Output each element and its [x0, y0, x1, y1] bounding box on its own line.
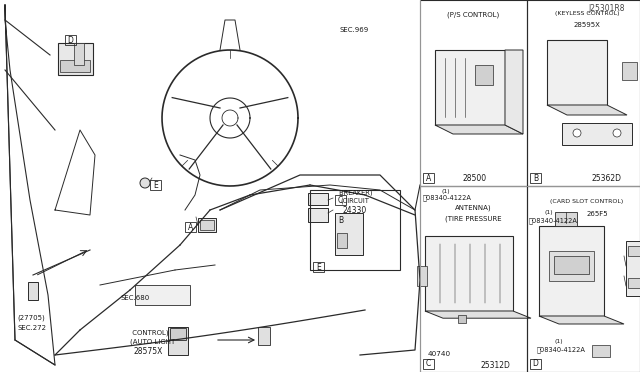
Bar [420, 186, 527, 372]
Bar [547, 40, 607, 105]
Text: Ⓢ08340-4122A: Ⓢ08340-4122A [423, 195, 472, 201]
Text: E: E [153, 180, 158, 189]
Text: B: B [338, 215, 343, 224]
Text: BREAKER): BREAKER) [337, 190, 372, 196]
Text: (1): (1) [555, 339, 564, 343]
Bar [539, 226, 604, 316]
Polygon shape [505, 50, 523, 134]
Bar [626, 241, 640, 296]
Bar [198, 218, 216, 232]
Text: SEC.272: SEC.272 [17, 325, 46, 331]
Polygon shape [539, 316, 624, 324]
Bar [337, 233, 347, 248]
Circle shape [613, 129, 621, 137]
Text: (P/S CONTROL): (P/S CONTROL) [447, 12, 499, 18]
Text: (KEYLESS CONTROL): (KEYLESS CONTROL) [555, 10, 620, 16]
Text: B: B [533, 173, 538, 183]
Bar [200, 220, 214, 230]
Bar [65, 35, 76, 45]
Text: SEC.680: SEC.680 [120, 295, 149, 301]
Text: Ⓢ08340-4122A: Ⓢ08340-4122A [529, 218, 578, 224]
Bar [530, 173, 541, 183]
Bar [628, 246, 640, 256]
Bar [425, 236, 513, 311]
Text: 28500: 28500 [463, 173, 487, 183]
Text: 40740: 40740 [428, 351, 451, 357]
Text: 24330: 24330 [343, 205, 367, 215]
Bar [335, 215, 346, 225]
Bar [74, 43, 84, 65]
Text: ANTENNA): ANTENNA) [454, 205, 492, 211]
Polygon shape [425, 311, 531, 318]
Polygon shape [435, 125, 523, 134]
Text: (1): (1) [442, 189, 451, 193]
Text: C: C [338, 196, 343, 205]
Bar [435, 50, 505, 125]
Text: (CIRCUIT: (CIRCUIT [340, 198, 369, 204]
Text: SEC.969: SEC.969 [340, 27, 369, 33]
Text: (AUTO LIGHT: (AUTO LIGHT [130, 339, 175, 345]
Text: (CARD SLOT CONTROL): (CARD SLOT CONTROL) [550, 199, 623, 203]
Bar [335, 213, 363, 255]
Text: 265F5: 265F5 [586, 211, 608, 217]
Bar [628, 278, 640, 288]
Text: 28575X: 28575X [133, 347, 163, 356]
Text: (TIRE PRESSURE: (TIRE PRESSURE [445, 216, 501, 222]
Bar [168, 327, 188, 355]
Text: 28595X: 28595X [573, 22, 600, 28]
Text: (1): (1) [545, 209, 554, 215]
Bar [555, 212, 577, 226]
Text: (27705): (27705) [17, 315, 45, 321]
Polygon shape [547, 105, 627, 115]
Bar [530, 359, 541, 369]
Bar [150, 180, 161, 190]
Bar [554, 256, 589, 274]
Bar [475, 65, 493, 85]
Bar [170, 328, 186, 340]
Bar [308, 208, 328, 222]
Bar [58, 43, 93, 75]
Bar [60, 60, 90, 72]
Bar [335, 195, 346, 205]
Bar [313, 262, 324, 272]
Text: Ⓢ08340-4122A: Ⓢ08340-4122A [537, 347, 586, 353]
Text: CONTROL): CONTROL) [130, 330, 168, 336]
Bar [562, 123, 632, 145]
Bar [458, 315, 466, 323]
Bar [423, 173, 434, 183]
Text: A: A [188, 222, 193, 231]
Bar [310, 190, 400, 270]
Bar [527, 0, 640, 186]
Circle shape [140, 178, 150, 188]
Bar [28, 282, 38, 300]
Bar [549, 251, 594, 281]
Text: E: E [316, 263, 321, 272]
Text: D: D [532, 359, 538, 369]
Bar [417, 266, 427, 286]
Bar [527, 186, 640, 372]
Text: A: A [426, 173, 431, 183]
Bar [185, 222, 196, 232]
Text: 25312D: 25312D [480, 360, 510, 369]
Text: C: C [426, 359, 431, 369]
Bar [258, 327, 270, 345]
Bar [308, 193, 328, 205]
Bar [420, 0, 527, 186]
Bar [423, 359, 434, 369]
Text: J25301R8: J25301R8 [589, 3, 625, 13]
Bar [135, 285, 190, 305]
Circle shape [573, 129, 581, 137]
Bar [622, 62, 637, 80]
Bar [592, 345, 610, 357]
Text: D: D [68, 35, 74, 45]
Text: 25362D: 25362D [592, 173, 622, 183]
